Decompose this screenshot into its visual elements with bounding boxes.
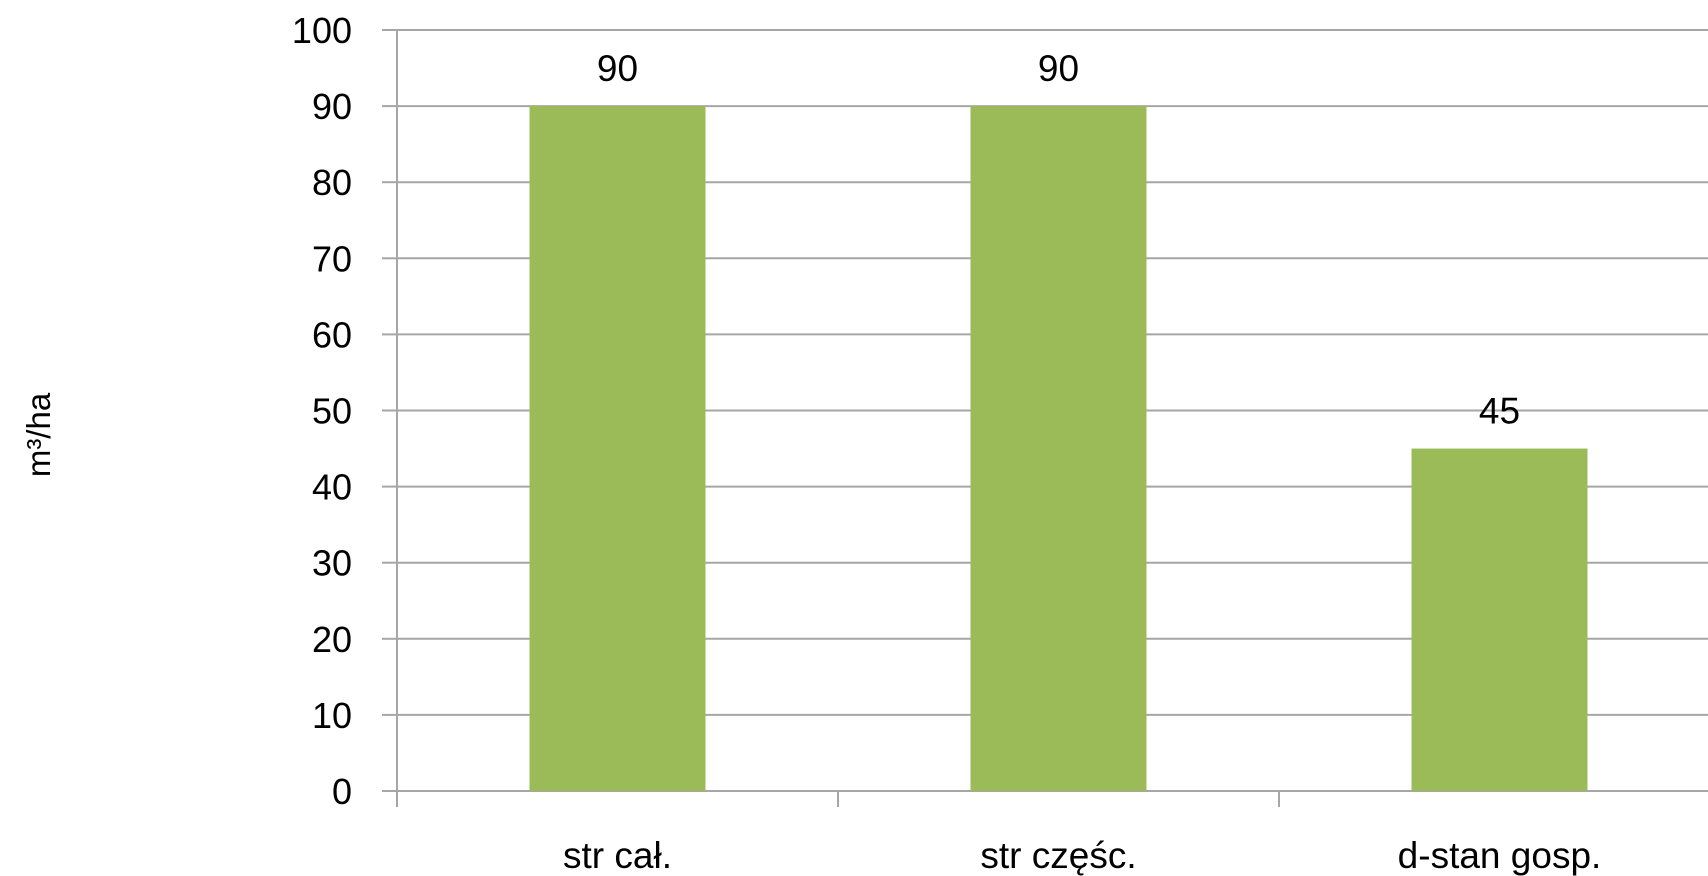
y-tick-label: 40	[312, 467, 352, 508]
y-axis-title: m³/ha	[20, 392, 57, 477]
bar	[530, 106, 706, 791]
y-tick-label: 60	[312, 314, 352, 355]
bar	[1412, 449, 1588, 791]
y-tick-label: 90	[312, 86, 352, 127]
bar	[971, 106, 1147, 791]
x-category-label: str częśc.	[980, 835, 1136, 876]
y-tick-label: 70	[312, 238, 352, 279]
data-label: 90	[597, 48, 638, 89]
data-label: 45	[1479, 391, 1520, 432]
y-tick-label: 50	[312, 391, 352, 432]
x-category-label: str cał.	[563, 835, 672, 876]
y-axis-ticks: 0 10 20 30 40 50 60 70 80 90 100	[292, 10, 397, 812]
y-tick-label: 100	[292, 10, 352, 51]
y-tick-label: 30	[312, 543, 352, 584]
data-label: 90	[1038, 48, 1079, 89]
y-tick-label: 10	[312, 695, 352, 736]
y-tick-label: 80	[312, 162, 352, 203]
bars	[530, 106, 1588, 791]
x-axis-category-labels: str cał. str częśc. d-stan gosp.	[563, 835, 1601, 876]
x-category-label: d-stan gosp.	[1398, 835, 1602, 876]
y-tick-label: 20	[312, 619, 352, 660]
y-tick-label: 0	[332, 771, 352, 812]
